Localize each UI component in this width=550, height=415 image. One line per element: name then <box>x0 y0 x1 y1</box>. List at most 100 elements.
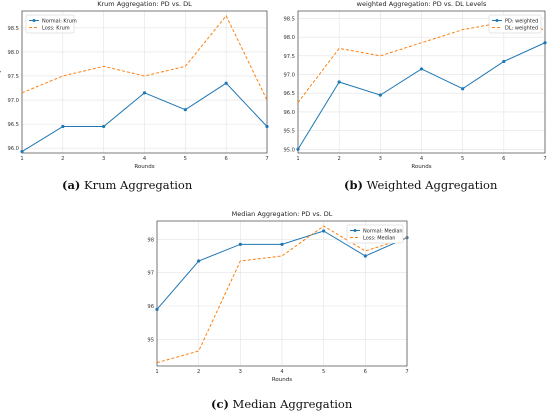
y-tick-label: 98.5 <box>283 16 295 22</box>
legend-label: Loss: Median <box>363 235 395 241</box>
plot-frame <box>21 10 268 154</box>
median-chart: Median Aggregation: PD vs. DL 95 96 97 98 1 2 3… <box>147 210 409 383</box>
series-point-1 <box>20 149 24 154</box>
series-point-1 <box>142 91 147 95</box>
y-tick-label: 98.5 <box>7 26 19 32</box>
x-tick-label: 6 <box>364 369 367 375</box>
series-point-1 <box>337 80 341 84</box>
y-tick-label: 97.0 <box>7 98 19 104</box>
series-point-1 <box>378 93 382 97</box>
y-tick-label: 96.5 <box>283 91 295 97</box>
series-point-1 <box>461 87 465 91</box>
legend-box <box>488 14 542 34</box>
x-tick-label: 3 <box>239 369 242 375</box>
x-tick-label: 2 <box>197 369 200 375</box>
krum-chart-panel: Krum Aggregation: PD vs. DL 96.0 96.5 97.0 9… <box>0 0 275 205</box>
legend-label: PD: weighted <box>505 18 538 24</box>
x-tick-label: 4 <box>420 156 424 162</box>
weighted-chart-panel: weighted Aggregation: PD vs. DL Levels 95… <box>282 0 550 205</box>
x-tick-label: 6 <box>502 156 505 162</box>
series-point-1 <box>155 307 159 311</box>
series-point-1 <box>197 259 201 263</box>
chart-title: weighted Aggregation: PD vs. DL Levels <box>357 0 487 8</box>
caption-label: (a) <box>62 178 81 192</box>
legend-label: Normal: Median <box>363 228 403 234</box>
caption-text: Median Aggregation <box>232 397 353 411</box>
y-tick-label: 95 <box>147 337 154 343</box>
x-tick-label: 5 <box>461 156 464 162</box>
caption-label: (b) <box>344 178 363 192</box>
x-tick-label: 2 <box>338 156 341 162</box>
y-tick-label: 98.0 <box>283 35 295 41</box>
x-tick-label: 3 <box>379 156 382 162</box>
y-tick-label: 95.5 <box>283 129 295 135</box>
y-tick-label: 96.0 <box>7 146 19 152</box>
series-point-1 <box>543 41 547 45</box>
x-tick-label: 6 <box>225 156 228 162</box>
caption-median: (c) Median Aggregation <box>211 397 352 411</box>
series-point-1 <box>322 229 326 233</box>
x-tick-label: 7 <box>543 156 546 162</box>
median-chart-panel: Median Aggregation: PD vs. DL 95 96 97 98 1 2 3… <box>140 210 415 415</box>
x-tick-label: 4 <box>280 369 284 375</box>
legend-label: DL: weighted <box>505 25 538 31</box>
legend-marker <box>32 19 36 22</box>
series-point-1 <box>265 124 269 129</box>
series-line-2 <box>21 14 268 101</box>
series-point-1 <box>280 242 284 246</box>
x-tick-label: 1 <box>296 156 299 162</box>
x-tick-label: 5 <box>184 156 187 162</box>
x-tick-label: 4 <box>143 156 147 162</box>
y-axis-label: Accuracy <box>0 69 2 95</box>
caption-weighted: (b) Weighted Aggregation <box>344 178 497 192</box>
y-tick-label: 96.5 <box>7 122 19 128</box>
series-point-1 <box>502 59 506 64</box>
y-tick-label: 96.0 <box>283 110 295 116</box>
legend-box <box>25 14 75 34</box>
x-tick-label: 2 <box>61 156 64 162</box>
chart-title: Median Aggregation: PD vs. DL <box>232 210 333 218</box>
y-tick-label: 97.5 <box>7 74 19 80</box>
caption-text: Krum Aggregation <box>84 178 193 192</box>
series-point-1 <box>363 254 367 258</box>
series-point-1 <box>419 67 424 71</box>
series-point-1 <box>61 124 65 129</box>
series-point-1 <box>405 236 409 240</box>
y-tick-label: 96 <box>147 304 154 310</box>
chart-title: Krum Aggregation: PD vs. DL <box>97 0 192 8</box>
krum-chart: Krum Aggregation: PD vs. DL 96.0 96.5 97.0 9… <box>0 0 269 170</box>
series-point-1 <box>238 242 242 246</box>
legend-label: Loss: Krum <box>42 25 70 31</box>
plot-frame <box>297 10 546 154</box>
y-tick-label: 97 <box>147 271 154 277</box>
x-tick-label: 7 <box>405 369 408 375</box>
y-tick-label: 95.0 <box>283 147 295 153</box>
series-point-1 <box>102 124 106 129</box>
series-point-1 <box>296 147 300 151</box>
y-tick-label: 98.0 <box>7 50 19 56</box>
legend-marker <box>353 229 357 232</box>
legend-marker <box>495 19 499 22</box>
caption-krum: (a) Krum Aggregation <box>62 178 192 192</box>
y-tick-label: 97.5 <box>283 54 295 60</box>
x-tick-label: 1 <box>155 369 158 375</box>
x-tick-label: 3 <box>102 156 105 162</box>
x-axis-label: Rounds <box>411 164 431 170</box>
series-point-1 <box>183 108 187 112</box>
y-tick-label: 97.0 <box>283 73 295 79</box>
caption-label: (c) <box>211 397 229 411</box>
caption-text: Weighted Aggregation <box>366 178 498 192</box>
plot-frame <box>156 220 408 367</box>
legend-label: Normal: Krum <box>42 18 77 24</box>
y-tick-label: 98 <box>147 237 154 243</box>
legend-box <box>346 224 404 244</box>
x-tick-label: 1 <box>20 156 23 162</box>
series-point-1 <box>224 81 228 85</box>
x-axis-label: Rounds <box>272 377 292 383</box>
weighted-chart: weighted Aggregation: PD vs. DL Levels 95… <box>283 0 547 170</box>
x-axis-label: Rounds <box>134 164 154 170</box>
x-tick-label: 7 <box>265 156 268 162</box>
